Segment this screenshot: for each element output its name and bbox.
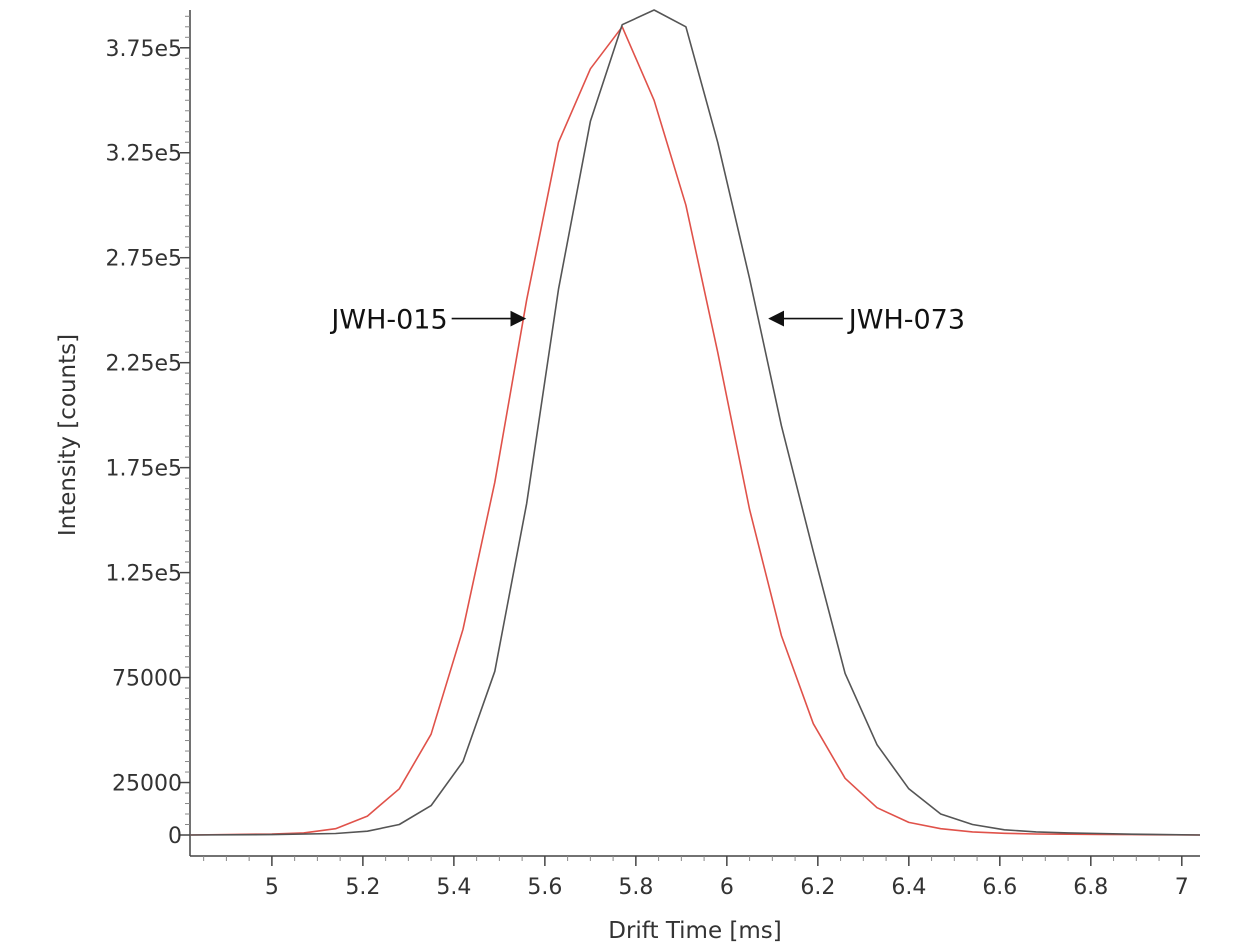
y-tick-label: 3.25e5 bbox=[105, 142, 182, 167]
x-axis-title: Drift Time [ms] bbox=[608, 918, 782, 944]
series-layer bbox=[189, 9, 1201, 836]
x-tick-label: 6 bbox=[720, 875, 734, 900]
series-line-jwh-073 bbox=[189, 9, 1201, 836]
x-tick-label: 7 bbox=[1175, 875, 1189, 900]
series-line-jwh-015 bbox=[189, 25, 1201, 836]
y-axis-title: Intensity [counts] bbox=[55, 334, 81, 536]
x-tick-label: 6.4 bbox=[891, 875, 926, 900]
y-tick-label: 2.75e5 bbox=[105, 247, 182, 272]
y-tick-label: 3.75e5 bbox=[105, 37, 182, 62]
x-tick-label: 5.2 bbox=[345, 875, 380, 900]
annotation-label: JWH-015 bbox=[329, 305, 447, 336]
y-tick-label: 2.25e5 bbox=[105, 352, 182, 377]
y-tick-label: 75000 bbox=[112, 667, 182, 692]
y-axis: 0 25000 75000 1.25e5 1.75e5 2.25e5 2.75e5 3.25e… bbox=[55, 10, 191, 856]
x-tick-group: 5 5.2 5.4 5.6 5.8 6 6.2 6.4 6.6 6.8 7 bbox=[203, 856, 1189, 900]
x-axis: 5 5.2 5.4 5.6 5.8 6 6.2 6.4 6.6 6.8 7 Drift Time [… bbox=[190, 855, 1200, 944]
x-tick-label: 5.4 bbox=[436, 875, 471, 900]
y-tick-label: 0 bbox=[168, 824, 182, 849]
x-tick-label: 5.6 bbox=[527, 875, 562, 900]
y-tick-label: 1.75e5 bbox=[105, 457, 182, 482]
annotation-jwh-015: JWH-015 bbox=[329, 305, 527, 336]
y-tick-group: 0 25000 75000 1.25e5 1.75e5 2.25e5 2.75e5 3.25e… bbox=[105, 15, 190, 849]
x-tick-label: 6.8 bbox=[1073, 875, 1108, 900]
x-tick-label: 6.6 bbox=[982, 875, 1017, 900]
x-tick-label: 5 bbox=[265, 875, 279, 900]
y-tick-label: 25000 bbox=[112, 772, 182, 797]
annotation-label: JWH-073 bbox=[847, 305, 965, 336]
annotation-jwh-073: JWH-073 bbox=[768, 305, 965, 336]
y-tick-label: 1.25e5 bbox=[105, 562, 182, 587]
x-tick-label: 6.2 bbox=[800, 875, 835, 900]
annotation-layer: JWH-015 JWH-073 bbox=[329, 305, 965, 336]
x-tick-label: 5.8 bbox=[618, 875, 653, 900]
